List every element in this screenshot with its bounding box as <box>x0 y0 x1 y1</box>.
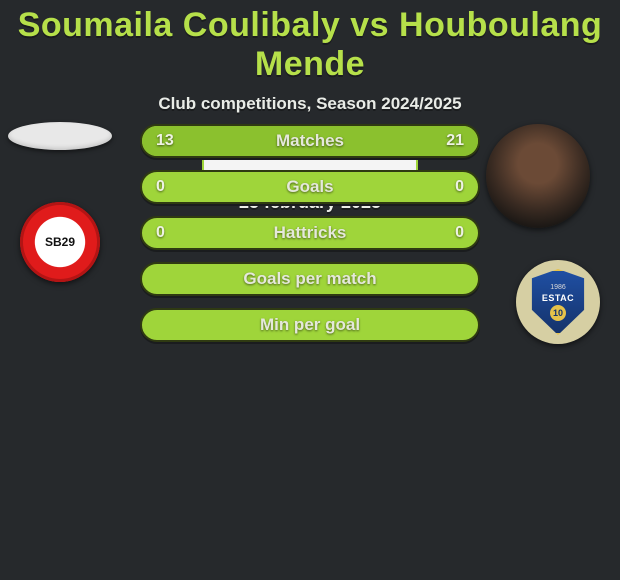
page-title: Soumaila Coulibaly vs Houboulang Mende <box>0 0 620 84</box>
club-crest-right-shield: 1986 ESTAC 10 <box>529 269 587 335</box>
club-crest-right-number: 10 <box>550 305 566 321</box>
club-crest-right: 1986 ESTAC 10 <box>516 260 600 344</box>
club-crest-left: SB29 <box>20 202 100 282</box>
stat-label: Hattricks <box>274 223 347 243</box>
player-right-avatar <box>486 124 590 228</box>
stat-value-left: 0 <box>156 178 165 196</box>
stat-label: Goals <box>286 177 333 197</box>
stat-value-left: 13 <box>156 132 174 150</box>
comparison-stage: SB29 1986 ESTAC 10 13 Matches 21 0 Goals 0 0 Ha… <box>0 100 620 440</box>
stat-label: Min per goal <box>260 315 360 335</box>
stat-bar: Goals per match <box>140 262 480 296</box>
stat-bar: 13 Matches 21 <box>140 124 480 158</box>
stat-value-right: 0 <box>455 178 464 196</box>
stat-bar: 0 Goals 0 <box>140 170 480 204</box>
stat-bar: Min per goal <box>140 308 480 342</box>
stat-label: Matches <box>276 131 344 151</box>
club-crest-left-inner: SB29 <box>37 222 83 262</box>
stat-value-right: 21 <box>446 132 464 150</box>
stat-value-right: 0 <box>455 224 464 242</box>
stat-label: Goals per match <box>243 269 376 289</box>
stat-value-left: 0 <box>156 224 165 242</box>
club-crest-left-code: SB29 <box>45 236 75 248</box>
stat-bar: 0 Hattricks 0 <box>140 216 480 250</box>
player-left-avatar <box>8 122 112 150</box>
club-crest-right-name: ESTAC <box>542 293 574 303</box>
stat-bars: 13 Matches 21 0 Goals 0 0 Hattricks 0 Goals per m… <box>140 124 480 342</box>
club-crest-right-year: 1986 <box>550 284 566 291</box>
